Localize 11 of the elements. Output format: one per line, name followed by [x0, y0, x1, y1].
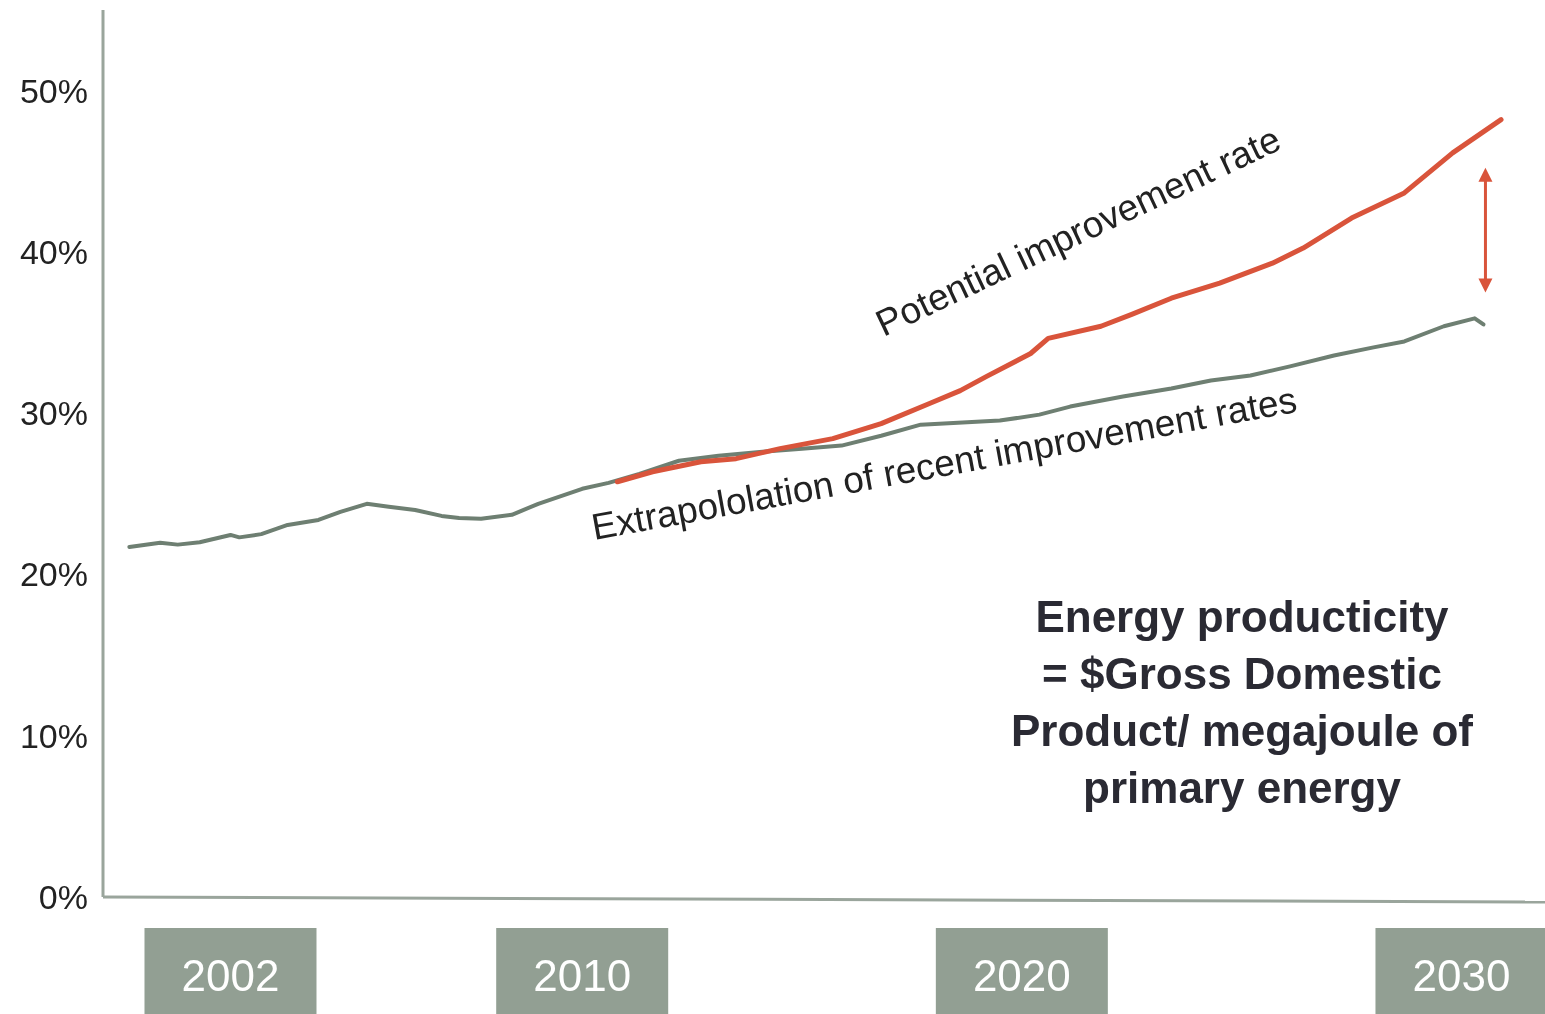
- x-tick-label: 2030: [1412, 951, 1511, 1001]
- x-tick-label: 2020: [972, 951, 1071, 1001]
- annotation: Energy producticity = $Gross Domestic Product/ megajoule of primary energy: [1010, 592, 1474, 812]
- y-tick-label: 30%: [19, 394, 88, 433]
- y-tick-label: 40%: [19, 232, 88, 271]
- x-tick-label: 2002: [181, 951, 280, 1001]
- y-tick-label: 10%: [19, 716, 88, 755]
- y-tick-label: 0%: [38, 877, 88, 916]
- x-tick-label: 2010: [533, 951, 632, 1001]
- y-tick-label: 50%: [19, 71, 88, 110]
- y-tick-label: 20%: [19, 555, 88, 594]
